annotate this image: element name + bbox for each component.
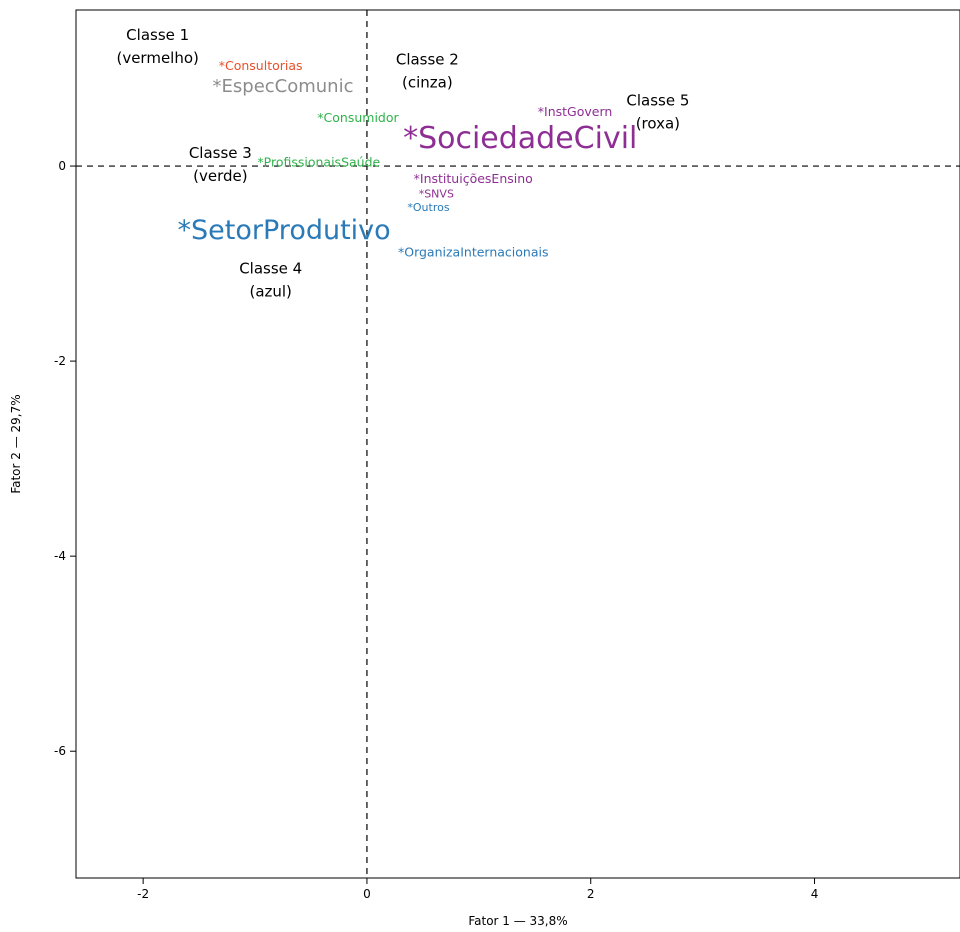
plot-frame <box>75 9 960 879</box>
point-labels: *Consultorias *EspecComunic *Consumidor *Pr… <box>178 58 638 259</box>
class-annotation: Classe 2 (cinza) <box>396 51 459 92</box>
point-label: *ProfissionaisSaúde <box>257 155 380 170</box>
point-label: *OrganizaInternacionais <box>398 244 548 259</box>
axis-ticks: -2 0 2 4 0 -2 -4 -6 <box>54 159 818 901</box>
class-annotation-line: (verde) <box>193 167 247 185</box>
point-label: *InstituiçõesEnsino <box>414 171 533 186</box>
class-annotation-line: Classe 3 <box>189 144 252 162</box>
x-axis-title: Fator 1 — 33,8% <box>468 914 567 928</box>
class-annotation-line: Classe 5 <box>626 92 689 110</box>
x-tick-label: -2 <box>137 887 149 901</box>
class-annotation-line: (azul) <box>249 282 291 300</box>
class-annotation-line: (vermelho) <box>116 49 198 67</box>
point-label: *SetorProdutivo <box>178 215 391 246</box>
point-label: *Outros <box>407 201 449 214</box>
class-annotation-line: (roxa) <box>636 115 680 133</box>
class-annotation-line: Classe 2 <box>396 51 459 69</box>
class-annotation-line: Classe 4 <box>239 259 302 277</box>
point-label: *Consultorias <box>219 58 303 73</box>
reference-lines <box>76 10 960 878</box>
class-annotations: Classe 1 (vermelho) Classe 2 (cinza)Classe … <box>116 26 689 300</box>
y-tick-label: -6 <box>54 744 66 758</box>
point-label: *SNVS <box>419 187 454 200</box>
class-annotation: Classe 1 (vermelho) <box>116 26 198 67</box>
y-tick-label: -4 <box>54 549 66 563</box>
point-label: *Consumidor <box>317 110 399 125</box>
class-annotation-line: Classe 1 <box>126 26 189 44</box>
x-tick-label: 2 <box>587 887 595 901</box>
class-annotation: Classe 5 (roxa) <box>626 92 689 133</box>
class-annotation: Classe 4 (azul) <box>239 259 302 300</box>
y-axis-title: Fator 2 — 29,7% <box>9 394 23 493</box>
x-tick-label: 4 <box>811 887 819 901</box>
point-label: *InstGovern <box>538 104 613 119</box>
point-label: *SociedadeCivil <box>403 121 637 156</box>
y-tick-label: 0 <box>58 159 66 173</box>
class-annotation-line: (cinza) <box>402 74 453 92</box>
x-tick-label: 0 <box>363 887 371 901</box>
point-label: *EspecComunic <box>213 76 354 97</box>
class-annotation: Classe 3 (verde) <box>189 144 252 185</box>
y-tick-label: -2 <box>54 354 66 368</box>
